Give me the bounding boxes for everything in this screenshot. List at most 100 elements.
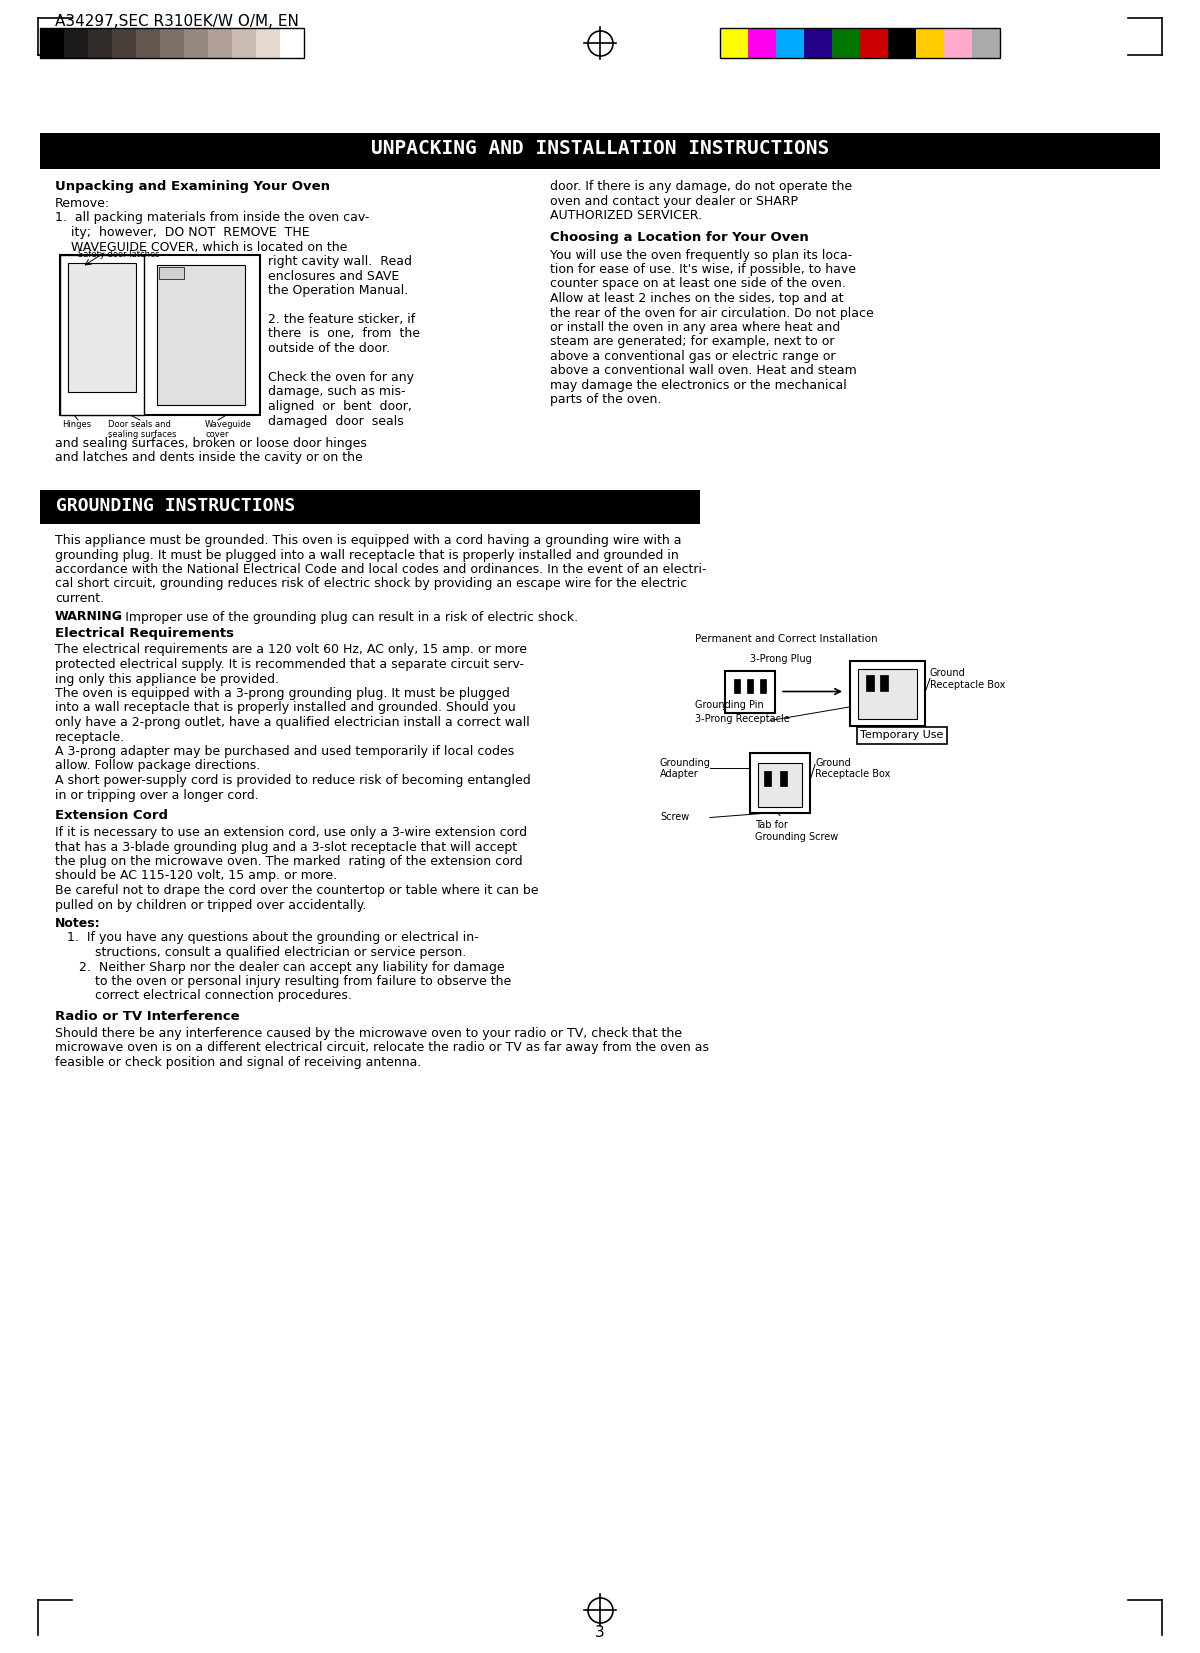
Text: the rear of the oven for air circulation. Do not place: the rear of the oven for air circulation… bbox=[550, 306, 874, 319]
Text: door. If there is any damage, do not operate the: door. If there is any damage, do not ope… bbox=[550, 180, 852, 193]
Text: Door seals and
sealing surfaces: Door seals and sealing surfaces bbox=[108, 420, 176, 440]
Text: aligned  or  bent  door,: aligned or bent door, bbox=[268, 400, 412, 413]
Text: Allow at least 2 inches on the sides, top and at: Allow at least 2 inches on the sides, to… bbox=[550, 293, 844, 306]
Bar bbox=[60, 255, 144, 415]
Bar bbox=[776, 28, 804, 58]
Bar bbox=[232, 28, 256, 58]
Text: Grounding Pin: Grounding Pin bbox=[695, 701, 763, 711]
Text: Choosing a Location for Your Oven: Choosing a Location for Your Oven bbox=[550, 231, 809, 245]
Text: Hinges: Hinges bbox=[62, 420, 91, 430]
Text: pulled on by children or tripped over accidentally.: pulled on by children or tripped over ac… bbox=[55, 899, 366, 911]
Text: Check the oven for any: Check the oven for any bbox=[268, 370, 414, 383]
Text: Ground
Receptacle Box: Ground Receptacle Box bbox=[815, 757, 890, 779]
Text: damage, such as mis-: damage, such as mis- bbox=[268, 385, 406, 398]
Bar bbox=[40, 489, 700, 524]
Text: 1.  If you have any questions about the grounding or electrical in-: 1. If you have any questions about the g… bbox=[67, 932, 479, 944]
Bar bbox=[160, 28, 184, 58]
Bar bbox=[64, 28, 88, 58]
Text: may damage the electronics or the mechanical: may damage the electronics or the mechan… bbox=[550, 379, 847, 392]
Text: microwave oven is on a different electrical circuit, relocate the radio or TV as: microwave oven is on a different electri… bbox=[55, 1041, 709, 1055]
Text: there  is  one,  from  the: there is one, from the bbox=[268, 327, 420, 341]
Bar bbox=[184, 28, 208, 58]
Bar bbox=[734, 678, 740, 693]
Text: that has a 3-blade grounding plug and a 3-slot receptacle that will accept: that has a 3-blade grounding plug and a … bbox=[55, 840, 517, 853]
Bar bbox=[916, 28, 944, 58]
Text: the plug on the microwave oven. The marked  rating of the extension cord: the plug on the microwave oven. The mark… bbox=[55, 855, 523, 868]
Bar bbox=[750, 752, 810, 813]
Text: WARNING: WARNING bbox=[55, 610, 124, 623]
Text: cal short circuit, grounding reduces risk of electric shock by providing an esca: cal short circuit, grounding reduces ris… bbox=[55, 577, 688, 590]
Text: right cavity wall.  Read: right cavity wall. Read bbox=[268, 255, 412, 268]
Text: and sealing surfaces, broken or loose door hinges: and sealing surfaces, broken or loose do… bbox=[55, 436, 367, 450]
Text: above a conventional gas or electric range or: above a conventional gas or electric ran… bbox=[550, 350, 835, 364]
Text: into a wall receptacle that is properly installed and grounded. Should you: into a wall receptacle that is properly … bbox=[55, 701, 516, 714]
Text: The oven is equipped with a 3-prong grounding plug. It must be plugged: The oven is equipped with a 3-prong grou… bbox=[55, 688, 510, 699]
Bar bbox=[60, 255, 260, 415]
Bar bbox=[972, 28, 1000, 58]
Text: Unpacking and Examining Your Oven: Unpacking and Examining Your Oven bbox=[55, 180, 330, 193]
Bar bbox=[888, 28, 916, 58]
Bar bbox=[256, 28, 280, 58]
Text: Should there be any interference caused by the microwave oven to your radio or T: Should there be any interference caused … bbox=[55, 1027, 682, 1040]
Text: Ground
Receptacle Box: Ground Receptacle Box bbox=[930, 668, 1006, 689]
Bar bbox=[68, 263, 136, 392]
Text: current.: current. bbox=[55, 592, 104, 605]
Bar bbox=[850, 661, 925, 726]
Bar bbox=[88, 28, 112, 58]
Bar bbox=[780, 770, 787, 785]
Text: above a conventional wall oven. Heat and steam: above a conventional wall oven. Heat and… bbox=[550, 365, 857, 377]
Text: 1.  all packing materials from inside the oven cav-: 1. all packing materials from inside the… bbox=[55, 212, 370, 225]
Text: The electrical requirements are a 120 volt 60 Hz, AC only, 15 amp. or more: The electrical requirements are a 120 vo… bbox=[55, 643, 527, 656]
Text: feasible or check position and signal of receiving antenna.: feasible or check position and signal of… bbox=[55, 1056, 421, 1069]
Text: damaged  door  seals: damaged door seals bbox=[268, 415, 403, 428]
Text: 3-Prong Receptacle: 3-Prong Receptacle bbox=[695, 714, 790, 724]
Text: ing only this appliance be provided.: ing only this appliance be provided. bbox=[55, 673, 278, 686]
Bar bbox=[40, 132, 1160, 169]
Text: Grounding
Adapter: Grounding Adapter bbox=[660, 757, 710, 779]
Bar bbox=[725, 671, 775, 712]
Text: UNPACKING AND INSTALLATION INSTRUCTIONS: UNPACKING AND INSTALLATION INSTRUCTIONS bbox=[371, 139, 829, 159]
Text: Notes:: Notes: bbox=[55, 917, 101, 931]
Circle shape bbox=[775, 792, 785, 802]
Text: Extension Cord: Extension Cord bbox=[55, 808, 168, 822]
Text: AUTHORIZED SERVICER.: AUTHORIZED SERVICER. bbox=[550, 208, 702, 222]
Text: and latches and dents inside the cavity or on the: and latches and dents inside the cavity … bbox=[55, 451, 362, 464]
Text: If it is necessary to use an extension cord, use only a 3-wire extension cord: If it is necessary to use an extension c… bbox=[55, 826, 527, 840]
Text: This appliance must be grounded. This oven is equipped with a cord having a grou: This appliance must be grounded. This ov… bbox=[55, 534, 682, 547]
Text: oven and contact your dealer or SHARP: oven and contact your dealer or SHARP bbox=[550, 195, 798, 208]
Text: accordance with the National Electrical Code and local codes and ordinances. In : accordance with the National Electrical … bbox=[55, 564, 707, 575]
Text: 2.  Neither Sharp nor the dealer can accept any liability for damage: 2. Neither Sharp nor the dealer can acce… bbox=[67, 960, 505, 974]
Bar bbox=[208, 28, 232, 58]
Text: only have a 2-prong outlet, have a qualified electrician install a correct wall: only have a 2-prong outlet, have a quali… bbox=[55, 716, 529, 729]
Text: allow. Follow package directions.: allow. Follow package directions. bbox=[55, 759, 260, 772]
Text: or install the oven in any area where heat and: or install the oven in any area where he… bbox=[550, 321, 840, 334]
Text: 3: 3 bbox=[595, 1625, 605, 1640]
Text: parts of the oven.: parts of the oven. bbox=[550, 393, 661, 407]
Bar bbox=[832, 28, 860, 58]
Bar bbox=[764, 770, 772, 785]
Bar bbox=[758, 762, 802, 807]
Bar bbox=[804, 28, 832, 58]
Text: counter space on at least one side of the oven.: counter space on at least one side of th… bbox=[550, 278, 846, 291]
Bar bbox=[158, 268, 184, 279]
Text: Safety door latches: Safety door latches bbox=[78, 250, 160, 260]
Text: grounding plug. It must be plugged into a wall receptacle that is properly insta: grounding plug. It must be plugged into … bbox=[55, 549, 679, 562]
Text: to the oven or personal injury resulting from failure to observe the: to the oven or personal injury resulting… bbox=[67, 975, 511, 988]
Circle shape bbox=[745, 699, 755, 709]
Text: in or tripping over a longer cord.: in or tripping over a longer cord. bbox=[55, 788, 259, 802]
Text: Be careful not to drape the cord over the countertop or table where it can be: Be careful not to drape the cord over th… bbox=[55, 884, 539, 898]
Bar bbox=[748, 28, 776, 58]
Text: A short power-supply cord is provided to reduce risk of becoming entangled: A short power-supply cord is provided to… bbox=[55, 774, 530, 787]
Bar bbox=[866, 674, 874, 691]
Bar bbox=[746, 678, 754, 693]
Text: should be AC 115-120 volt, 15 amp. or more.: should be AC 115-120 volt, 15 amp. or mo… bbox=[55, 869, 337, 883]
Text: structions, consult a qualified electrician or service person.: structions, consult a qualified electric… bbox=[67, 946, 467, 959]
Text: Radio or TV Interference: Radio or TV Interference bbox=[55, 1010, 240, 1023]
Text: steam are generated; for example, next to or: steam are generated; for example, next t… bbox=[550, 336, 834, 349]
Circle shape bbox=[882, 699, 894, 711]
Text: A 3-prong adapter may be purchased and used temporarily if local codes: A 3-prong adapter may be purchased and u… bbox=[55, 746, 515, 759]
Text: tion for ease of use. It's wise, if possible, to have: tion for ease of use. It's wise, if poss… bbox=[550, 263, 856, 276]
Text: – Improper use of the grounding plug can result in a risk of electric shock.: – Improper use of the grounding plug can… bbox=[115, 610, 578, 623]
Text: ity;  however,  DO NOT  REMOVE  THE: ity; however, DO NOT REMOVE THE bbox=[55, 226, 310, 240]
Bar bbox=[858, 668, 917, 719]
